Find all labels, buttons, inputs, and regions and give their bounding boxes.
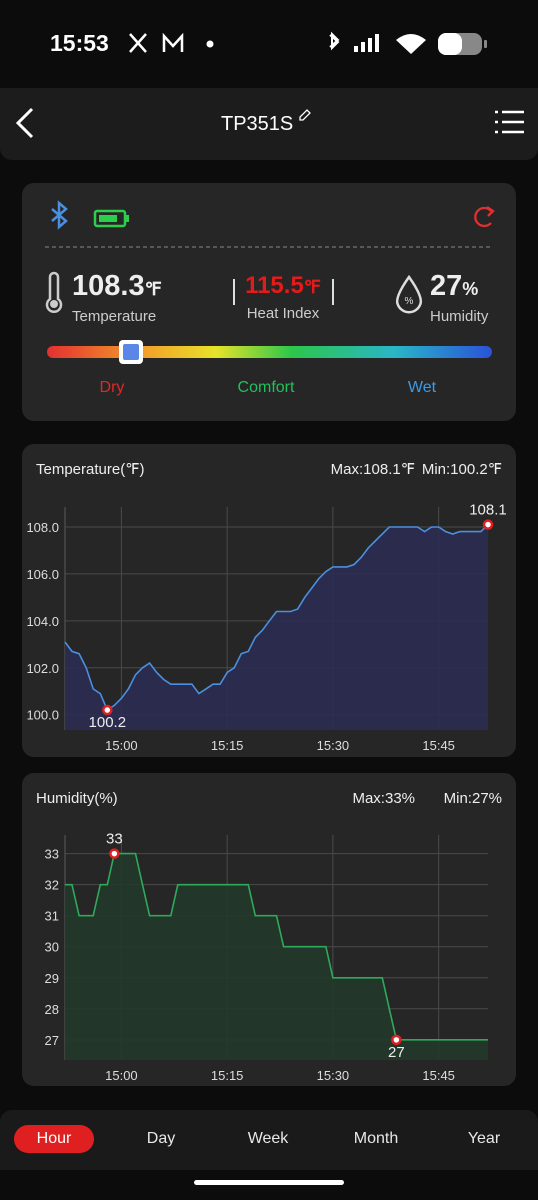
area [65, 524, 488, 730]
line [65, 852, 488, 1041]
extreme-label: 100.2 [89, 714, 127, 731]
x-tick-label: 15:45 [422, 738, 455, 753]
scale-label: Wet [407, 379, 437, 396]
chart-title: Humidity(%) [36, 790, 118, 807]
edit-icon[interactable] [298, 108, 312, 122]
chart-max: Max:108.1℉ [331, 461, 415, 478]
tab[interactable]: Week [247, 1130, 289, 1147]
extreme-marker [482, 519, 494, 530]
chart-min: Min:27% [444, 790, 502, 807]
heat-index-value: 115.5℉ [233, 272, 333, 300]
device-title: TP351S [221, 113, 294, 135]
line [64, 524, 489, 712]
status-icons-left [129, 32, 214, 53]
heat-index-label: Heat Index [246, 305, 320, 322]
x-tick-label: 15:00 [105, 738, 138, 753]
extreme-label: 108.1 [469, 502, 507, 519]
x-tick-label: 15:45 [422, 1068, 455, 1083]
y-tick-label: 108.0 [26, 520, 59, 535]
y-tick-label: 106.0 [26, 567, 59, 582]
scale-label: Comfort [237, 379, 295, 396]
x-tick-label: 15:30 [317, 738, 350, 753]
status-time: 15:53 [50, 30, 109, 56]
tab[interactable]: Month [353, 1130, 399, 1147]
chart-min: Min:100.2℉ [422, 461, 502, 478]
chart-title: Temperature(℉) [36, 461, 144, 478]
x-tick-label: 15:15 [211, 738, 244, 753]
area [65, 853, 488, 1060]
summary-card [22, 183, 516, 421]
temperature-value: 108.3℉ [72, 270, 162, 303]
summary-graphics: % [45, 200, 495, 364]
heat-index-unit: ℉ [303, 277, 321, 297]
y-tick-label: 100.0 [26, 708, 59, 723]
temperature-number: 108.3 [72, 270, 145, 302]
extreme-label: 27 [388, 1044, 405, 1061]
temperature-unit: ℉ [144, 279, 162, 299]
humidity-label: Humidity [430, 308, 489, 325]
home-indicator [194, 1180, 344, 1185]
y-tick-label: 28 [45, 1002, 59, 1017]
y-tick-label: 33 [45, 847, 59, 862]
heat-index-number: 115.5 [245, 272, 304, 299]
tab[interactable]: Day [146, 1130, 176, 1147]
x-tick-label: 15:00 [105, 1068, 138, 1083]
tab[interactable]: Hour [14, 1125, 94, 1153]
svg-text:%: % [405, 296, 414, 307]
humidity-value: 27% [430, 270, 478, 303]
scale-label: Dry [99, 379, 125, 396]
temperature-chart: Temperature(℉) Min:100.2℉ Max:108.1℉ 100.0 1… [26, 461, 507, 753]
x-tick-label: 15:15 [211, 1068, 244, 1083]
y-tick-label: 27 [45, 1033, 59, 1048]
temperature-label: Temperature [72, 308, 157, 325]
tab[interactable]: Year [467, 1130, 501, 1147]
menu-button[interactable] [494, 108, 526, 136]
y-tick-label: 32 [45, 878, 59, 893]
y-tick-label: 30 [45, 940, 59, 955]
header-bar [0, 88, 538, 160]
x-tick-label: 15:30 [317, 1068, 350, 1083]
refresh-button[interactable] [474, 206, 495, 228]
extreme-marker [102, 704, 113, 716]
extreme-label: 33 [106, 831, 123, 848]
back-button[interactable] [10, 106, 40, 140]
y-tick-label: 29 [45, 971, 59, 986]
humidity-unit: % [462, 279, 479, 299]
humidity-number: 27 [430, 270, 463, 302]
chart-max: Max:33% [352, 790, 415, 807]
extreme-marker [109, 848, 120, 859]
extreme-marker [391, 1034, 402, 1046]
y-tick-label: 31 [45, 909, 59, 924]
status-icons-right [329, 31, 487, 55]
y-tick-label: 102.0 [26, 661, 59, 676]
humidity-chart: Humidity(%) Min:27% Max:33% 27 28 29 30 31 32 33 1… [36, 790, 502, 1083]
y-tick-label: 104.0 [26, 614, 59, 629]
